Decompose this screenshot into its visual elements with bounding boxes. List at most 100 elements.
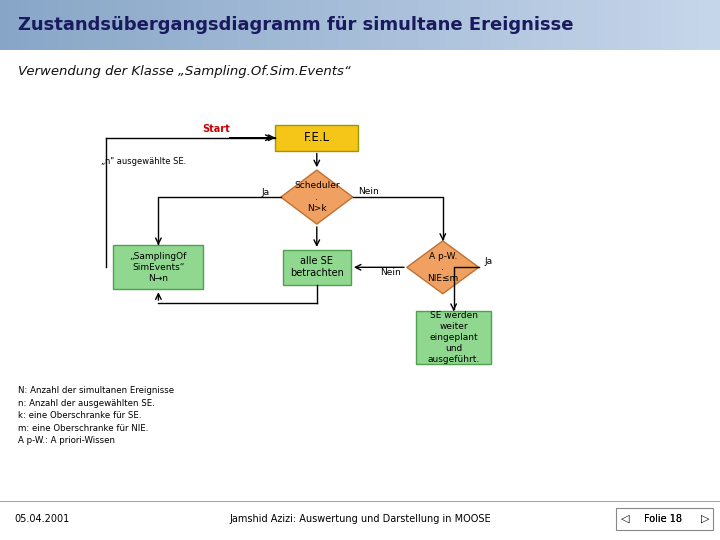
Bar bbox=[626, 0, 635, 50]
Bar bbox=[533, 0, 541, 50]
Bar bbox=[94, 0, 102, 50]
Bar bbox=[713, 0, 720, 50]
Bar bbox=[29, 0, 37, 50]
Bar bbox=[302, 0, 311, 50]
Bar bbox=[490, 0, 498, 50]
Text: Start: Start bbox=[202, 124, 230, 133]
Bar bbox=[238, 0, 246, 50]
Text: Folie 18: Folie 18 bbox=[644, 514, 683, 524]
Bar bbox=[202, 0, 210, 50]
Bar bbox=[706, 0, 714, 50]
Bar bbox=[7, 0, 16, 50]
Bar bbox=[389, 0, 397, 50]
Bar bbox=[403, 0, 412, 50]
Bar bbox=[180, 0, 189, 50]
Bar bbox=[677, 0, 685, 50]
Bar bbox=[230, 0, 239, 50]
Text: alle SE
betrachten: alle SE betrachten bbox=[290, 256, 343, 279]
Bar bbox=[540, 0, 549, 50]
Text: Jamshid Azizi: Auswertung und Darstellung in MOOSE: Jamshid Azizi: Auswertung und Darstellun… bbox=[229, 515, 491, 524]
Bar bbox=[439, 0, 448, 50]
Bar bbox=[418, 0, 426, 50]
Bar bbox=[86, 0, 95, 50]
Bar bbox=[65, 0, 73, 50]
Bar bbox=[616, 508, 713, 530]
Bar bbox=[0, 0, 9, 50]
Bar bbox=[641, 0, 649, 50]
Bar bbox=[605, 0, 613, 50]
Text: Folie 18: Folie 18 bbox=[644, 515, 683, 524]
Bar bbox=[367, 0, 376, 50]
Bar bbox=[662, 0, 671, 50]
Bar bbox=[101, 0, 109, 50]
Bar bbox=[691, 0, 700, 50]
Bar bbox=[166, 0, 174, 50]
Bar bbox=[482, 0, 491, 50]
Bar bbox=[684, 0, 693, 50]
Text: Nein: Nein bbox=[359, 187, 379, 196]
Bar bbox=[461, 0, 469, 50]
Bar bbox=[598, 0, 606, 50]
Bar bbox=[526, 0, 534, 50]
Text: ◁: ◁ bbox=[621, 514, 629, 524]
Text: A p-W.
.
NIE≤m: A p-W. . NIE≤m bbox=[427, 252, 459, 283]
Bar bbox=[266, 0, 275, 50]
Text: Ja: Ja bbox=[262, 188, 270, 197]
Bar bbox=[137, 0, 145, 50]
Bar bbox=[425, 0, 433, 50]
Text: Verwendung der Klasse „Sampling.Of.Sim.Events“: Verwendung der Klasse „Sampling.Of.Sim.E… bbox=[18, 65, 351, 78]
Bar bbox=[612, 0, 621, 50]
Text: Ja: Ja bbox=[485, 258, 492, 266]
Bar bbox=[547, 0, 556, 50]
Bar bbox=[252, 0, 261, 50]
Bar bbox=[58, 0, 66, 50]
Bar bbox=[360, 0, 369, 50]
Bar bbox=[353, 0, 361, 50]
Bar bbox=[655, 0, 664, 50]
Bar bbox=[583, 0, 592, 50]
Bar bbox=[122, 0, 131, 50]
Bar bbox=[72, 0, 81, 50]
Bar bbox=[187, 0, 196, 50]
Bar bbox=[454, 0, 462, 50]
Bar bbox=[14, 0, 23, 50]
Bar bbox=[410, 0, 419, 50]
Bar bbox=[274, 0, 282, 50]
Bar bbox=[36, 0, 45, 50]
Bar bbox=[288, 0, 297, 50]
Polygon shape bbox=[281, 170, 353, 224]
Bar bbox=[114, 245, 203, 289]
Bar bbox=[475, 0, 484, 50]
Bar bbox=[569, 0, 577, 50]
Bar bbox=[283, 249, 351, 285]
Bar bbox=[295, 0, 304, 50]
Bar bbox=[511, 0, 520, 50]
Bar bbox=[275, 125, 359, 151]
Bar bbox=[173, 0, 181, 50]
Bar bbox=[416, 311, 491, 364]
Bar bbox=[576, 0, 585, 50]
Bar bbox=[331, 0, 340, 50]
Bar bbox=[554, 0, 563, 50]
Bar bbox=[43, 0, 52, 50]
Bar bbox=[115, 0, 124, 50]
Bar bbox=[648, 0, 657, 50]
Bar bbox=[216, 0, 225, 50]
Bar bbox=[446, 0, 455, 50]
Text: ▷: ▷ bbox=[701, 514, 710, 524]
Bar bbox=[346, 0, 354, 50]
Text: „n" ausgewählte SE.: „n" ausgewählte SE. bbox=[101, 158, 186, 166]
Bar bbox=[698, 0, 707, 50]
Bar bbox=[22, 0, 30, 50]
Bar bbox=[281, 0, 289, 50]
Bar bbox=[50, 0, 59, 50]
Bar bbox=[144, 0, 153, 50]
Text: Zustandsübergangsdiagramm für simultane Ereignisse: Zustandsübergangsdiagramm für simultane … bbox=[18, 16, 574, 34]
Bar bbox=[108, 0, 117, 50]
Text: „SamplingOf
SimEvents“
N→n: „SamplingOf SimEvents“ N→n bbox=[130, 252, 187, 283]
Bar bbox=[245, 0, 253, 50]
Bar bbox=[338, 0, 347, 50]
Text: F.E.L: F.E.L bbox=[304, 131, 330, 144]
Text: SE werden
weiter
eingeplant
und
ausgeführt.: SE werden weiter eingeplant und ausgefüh… bbox=[428, 311, 480, 364]
Bar bbox=[382, 0, 390, 50]
